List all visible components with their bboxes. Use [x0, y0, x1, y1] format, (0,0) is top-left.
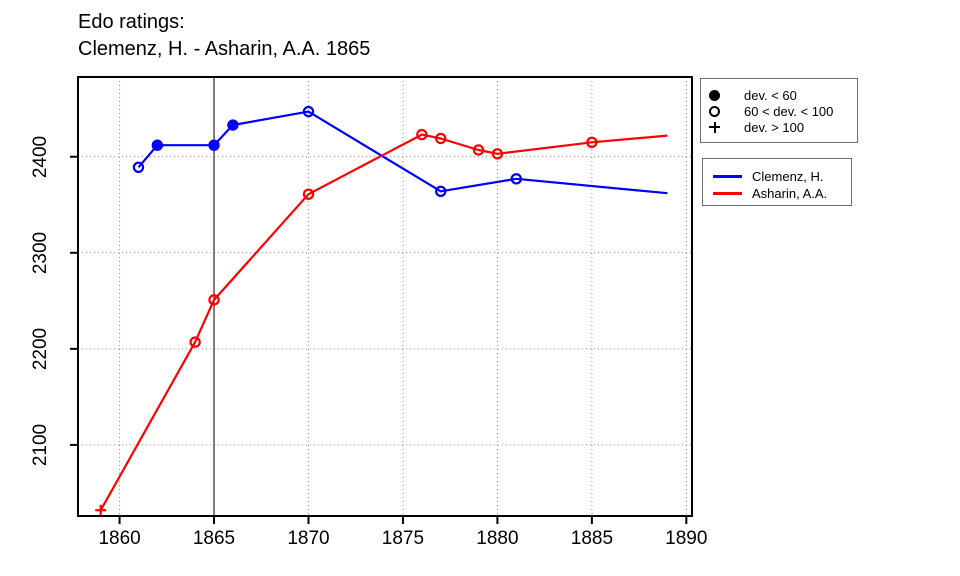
- point-1885: [586, 136, 598, 149]
- point-1879: [472, 144, 485, 156]
- point-1877: [435, 185, 447, 198]
- marker-legend-row: dev. < 60: [701, 87, 857, 103]
- point-1876: [416, 128, 428, 141]
- point-1880: [491, 148, 504, 160]
- point-1865: [208, 139, 220, 151]
- series-asharin-a-a: [95, 128, 668, 516]
- y-tick-label-2300: 2300: [30, 231, 51, 274]
- point-1866: [227, 119, 239, 131]
- open-circle-icon: [709, 105, 720, 117]
- series-line: [137, 110, 668, 195]
- point-1862: [151, 139, 164, 151]
- x-tick-label-1880: 1880: [476, 528, 519, 549]
- point-1865: [208, 294, 220, 306]
- marker-legend: dev. < 60 60 < dev. < 100 dev. > 100: [700, 78, 858, 143]
- series-legend-row: Asharin, A.A.: [703, 185, 851, 202]
- y-tick-label-2200: 2200: [30, 327, 51, 371]
- marker-legend-label: dev. > 100: [744, 119, 805, 135]
- point-1864: [189, 336, 201, 348]
- series-legend-row: Clemenz, H.: [703, 168, 851, 185]
- filled-circle-icon: [709, 89, 720, 101]
- clemenz-line-sample: [713, 175, 742, 178]
- point-1861: [132, 161, 145, 173]
- point-1881: [510, 173, 523, 185]
- x-tick-label-1865: 1865: [192, 528, 236, 549]
- marker-legend-row: dev. > 100: [701, 119, 857, 135]
- series-legend-label: Asharin, A.A.: [752, 186, 828, 201]
- plot-border: [77, 76, 693, 517]
- marker-legend-row: 60 < dev. < 100: [701, 103, 857, 119]
- series-legend: Clemenz, H. Asharin, A.A.: [702, 158, 852, 206]
- series-line: [99, 133, 668, 511]
- chart-title-line2: Clemenz, H. - Asharin, A.A. 1865: [78, 38, 371, 60]
- marker-legend-label: dev. < 60: [744, 87, 797, 103]
- series-clemenz-h: [132, 105, 668, 198]
- asharin-line-sample: [713, 192, 742, 195]
- marker-legend-label: 60 < dev. < 100: [744, 103, 834, 119]
- x-tick-label-1870: 1870: [287, 528, 330, 549]
- x-tick-label-1875: 1875: [381, 528, 425, 549]
- x-tick-label-1860: 1860: [98, 528, 141, 549]
- plus-icon: [709, 121, 720, 133]
- point-1870: [302, 188, 315, 200]
- x-tick-label-1885: 1885: [570, 528, 614, 549]
- x-tick-label-1890: 1890: [665, 528, 708, 549]
- chart-title: Edo ratings: Clemenz, H. - Asharin, A.A.…: [78, 9, 370, 63]
- series-legend-label: Clemenz, H.: [752, 169, 824, 184]
- y-tick-label-2100: 2100: [30, 423, 51, 467]
- y-tick-label-2400: 2400: [30, 135, 51, 178]
- point-1877: [435, 132, 447, 145]
- chart-title-line1: Edo ratings:: [78, 11, 185, 33]
- point-1870: [302, 105, 315, 118]
